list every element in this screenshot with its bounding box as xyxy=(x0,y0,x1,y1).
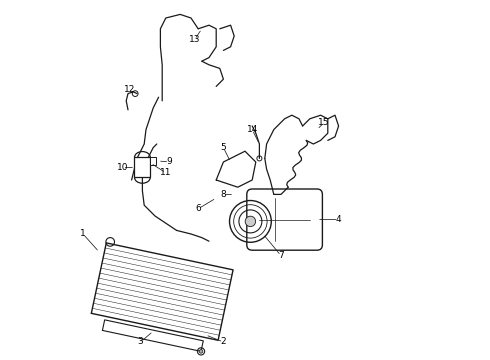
Text: 6: 6 xyxy=(196,204,201,213)
Bar xyxy=(134,157,150,177)
Text: 10: 10 xyxy=(117,163,128,172)
Text: 3: 3 xyxy=(138,338,144,346)
Text: 2: 2 xyxy=(220,338,226,346)
Text: 9: 9 xyxy=(167,157,172,166)
Text: 12: 12 xyxy=(124,85,136,94)
FancyBboxPatch shape xyxy=(247,189,322,250)
Text: 1: 1 xyxy=(80,230,86,239)
Circle shape xyxy=(199,350,203,353)
Text: 11: 11 xyxy=(160,168,172,177)
Text: 5: 5 xyxy=(220,143,226,152)
Circle shape xyxy=(245,216,256,227)
Text: 14: 14 xyxy=(246,125,258,134)
Text: 13: 13 xyxy=(189,35,200,44)
Text: 7: 7 xyxy=(278,251,284,260)
Text: 4: 4 xyxy=(336,215,342,224)
Text: 8: 8 xyxy=(220,190,226,199)
Text: 15: 15 xyxy=(318,118,330,127)
Bar xyxy=(149,157,156,165)
